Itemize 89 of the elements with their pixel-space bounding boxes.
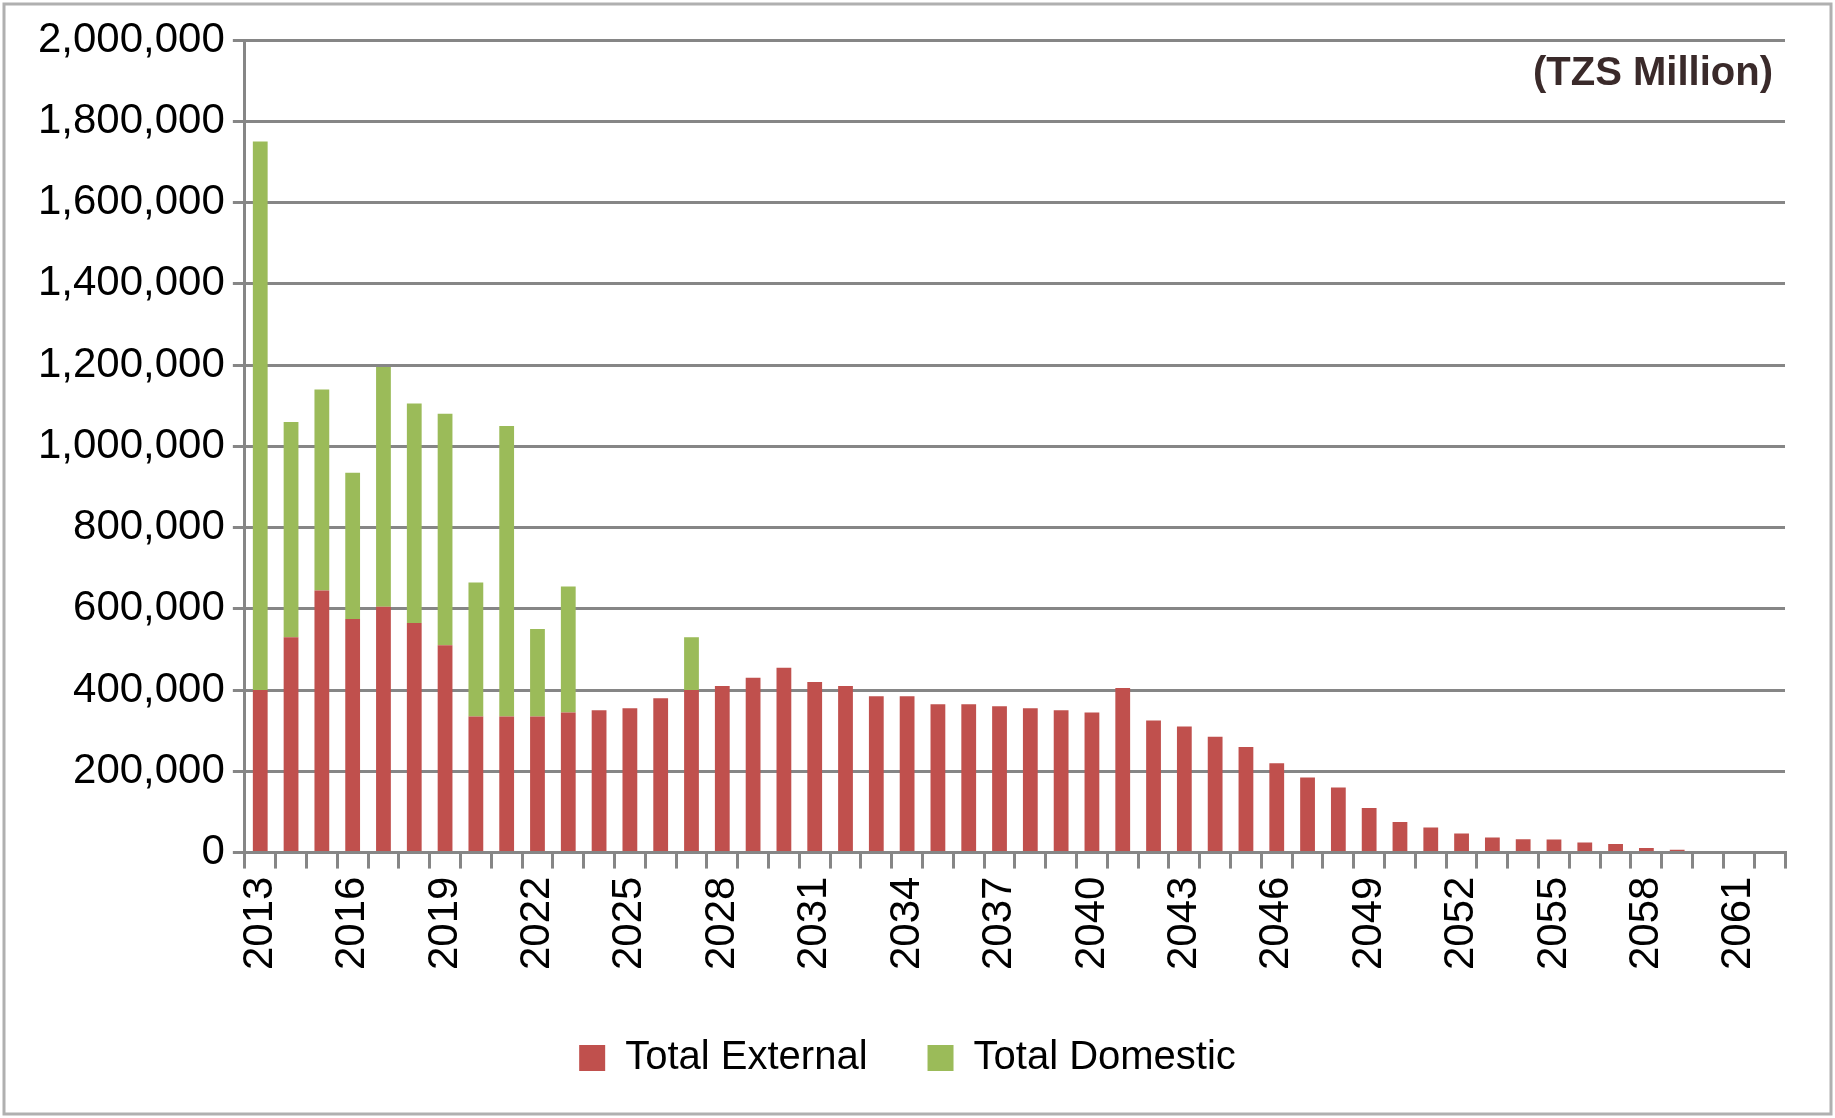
bar	[530, 629, 545, 717]
bar	[406, 403, 422, 624]
y-tick-label: 1,200,000	[37, 338, 225, 386]
bar	[499, 716, 515, 852]
bar	[1423, 827, 1439, 852]
bar	[345, 472, 361, 619]
bar	[807, 681, 823, 852]
bar	[560, 586, 576, 713]
bar	[252, 690, 268, 852]
x-tick-label: 2022	[511, 876, 559, 970]
bar	[745, 677, 761, 852]
bar	[1392, 822, 1408, 852]
bar	[1176, 726, 1192, 852]
bar	[437, 413, 453, 646]
bar	[314, 590, 330, 852]
y-tick-label: 200,000	[73, 744, 225, 792]
x-tick-label: 2061	[1712, 876, 1760, 970]
bar	[1238, 746, 1254, 852]
bar	[1454, 833, 1469, 852]
x-tick-label: 2058	[1619, 876, 1667, 970]
y-tick-label: 1,600,000	[37, 176, 225, 224]
bar	[899, 696, 915, 852]
bar	[1022, 708, 1038, 852]
bar	[1515, 839, 1531, 852]
bar	[1638, 848, 1654, 852]
y-tick-label: 800,000	[73, 501, 225, 549]
bar	[1084, 712, 1100, 852]
bar	[376, 606, 391, 852]
legend-label: Total External	[625, 1033, 868, 1078]
x-tick-label: 2055	[1527, 876, 1575, 970]
bar	[1053, 710, 1069, 852]
x-tick-label: 2028	[695, 876, 743, 970]
y-tick-label: 600,000	[73, 582, 225, 630]
bar	[714, 685, 730, 852]
bar	[283, 421, 299, 638]
bar	[838, 685, 853, 852]
bar	[406, 623, 422, 852]
bar	[776, 667, 792, 852]
bar	[468, 582, 484, 717]
legend-label: Total Domestic	[973, 1033, 1236, 1078]
bar	[1207, 736, 1223, 852]
y-tick-label: 1,400,000	[37, 257, 225, 305]
y-tick-label: 400,000	[73, 663, 225, 711]
y-tick-label: 0	[201, 826, 225, 874]
bar	[1546, 839, 1562, 852]
bar	[1484, 837, 1500, 852]
x-tick-label: 2013	[233, 876, 281, 970]
x-tick-label: 2025	[603, 876, 651, 970]
annotation: (TZS Million)	[1533, 49, 1773, 94]
bar	[1608, 844, 1623, 852]
bar	[530, 716, 545, 852]
bar	[868, 696, 884, 852]
bar	[1269, 763, 1285, 852]
x-tick-label: 2052	[1435, 876, 1483, 970]
bar	[1577, 842, 1593, 852]
bar	[591, 710, 607, 852]
bar	[684, 637, 699, 691]
bar	[1146, 720, 1161, 852]
x-tick-label: 2043	[1157, 876, 1205, 970]
x-tick-label: 2046	[1250, 876, 1298, 970]
bar	[283, 637, 299, 852]
y-tick-label: 1,000,000	[37, 419, 225, 467]
bar	[653, 698, 669, 852]
bar	[622, 708, 638, 852]
x-tick-label: 2034	[880, 876, 928, 970]
bar	[499, 425, 515, 717]
bar	[437, 645, 453, 852]
bar	[376, 367, 391, 607]
x-tick-label: 2019	[418, 876, 466, 970]
bar	[345, 618, 361, 852]
bar	[1330, 787, 1346, 852]
y-tick-label: 1,800,000	[37, 94, 225, 142]
x-tick-label: 2016	[326, 876, 374, 970]
x-tick-label: 2040	[1065, 876, 1113, 970]
bar	[468, 716, 484, 852]
bar	[1300, 777, 1315, 852]
bar	[1115, 688, 1131, 852]
x-tick-label: 2037	[973, 876, 1021, 970]
bar	[992, 706, 1007, 852]
x-tick-label: 2049	[1342, 876, 1390, 970]
bar	[1361, 807, 1377, 852]
bar	[930, 704, 946, 852]
bar	[684, 690, 699, 852]
x-tick-label: 2031	[788, 876, 836, 970]
bar	[961, 704, 977, 852]
bar	[314, 389, 330, 591]
y-tick-label: 2,000,000	[37, 13, 225, 61]
bar	[560, 712, 576, 852]
bar	[252, 141, 268, 691]
